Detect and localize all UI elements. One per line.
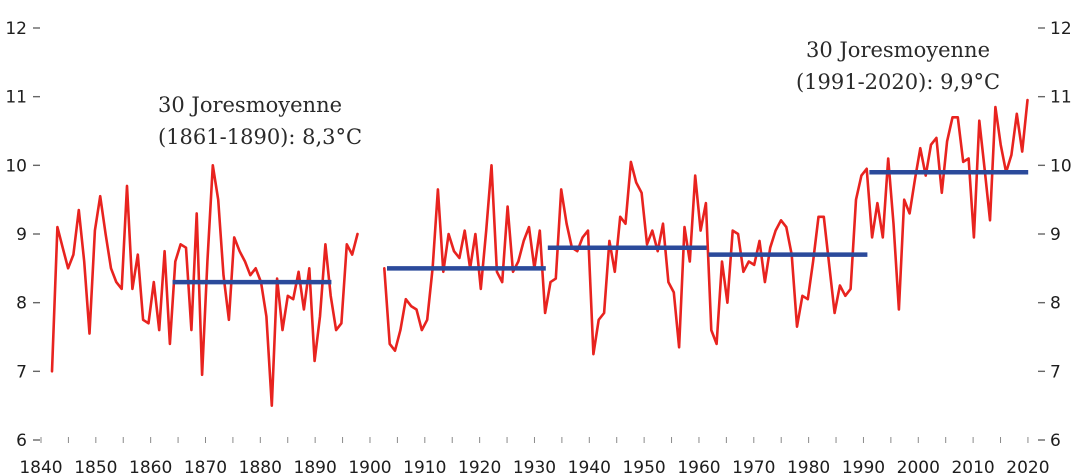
x-tick-label: 1870	[184, 458, 227, 476]
x-tick-label: 1910	[403, 458, 446, 476]
x-tick-label: 1900	[348, 458, 391, 476]
x-tick-label: 1930	[513, 458, 556, 476]
temperature-line-segment-2	[382, 98, 1029, 356]
averages-group	[172, 169, 1029, 285]
series-group	[50, 98, 1029, 408]
annotation-early-average-line-2: (1861-1890): 8,3°C	[158, 125, 362, 149]
annotation-recent-average-line-2: (1991-2020): 9,9°C	[796, 70, 1000, 94]
annotation-recent-average-line-1: 30 Joresmoyenne	[806, 38, 990, 62]
y-tick-label-left: 12	[5, 19, 27, 39]
y-tick-label-right: 12	[1050, 19, 1072, 39]
x-tick-label: 2020	[1006, 458, 1049, 476]
x-tick-label: 1920	[458, 458, 501, 476]
y-tick-label-left: 9	[16, 225, 27, 245]
x-tick-label: 1850	[74, 458, 117, 476]
y-tick-label-right: 7	[1050, 362, 1061, 382]
y-tick-label-right: 9	[1050, 225, 1061, 245]
y-tick-label-left: 7	[16, 362, 27, 382]
x-tick-label: 1970	[732, 458, 775, 476]
x-tick-label: 1980	[787, 458, 830, 476]
y-tick-label-right: 11	[1050, 88, 1072, 108]
y-tick-label-left: 10	[5, 156, 27, 176]
x-tick-label: 2010	[951, 458, 994, 476]
y-tick-label-right: 8	[1050, 294, 1061, 314]
annotation-early-average: 30 Joresmoyenne (1861-1890): 8,3°C	[158, 93, 362, 149]
x-tick-label: 1840	[19, 458, 62, 476]
annotation-recent-average: 30 Joresmoyenne (1991-2020): 9,9°C	[796, 38, 1000, 94]
x-tick-label: 1940	[568, 458, 611, 476]
x-tick-label: 1990	[842, 458, 885, 476]
x-tick-label: 1880	[239, 458, 282, 476]
x-tick-label: 1950	[622, 458, 665, 476]
y-tick-label-left: 11	[5, 88, 27, 108]
y-tick-label-right: 10	[1050, 156, 1072, 176]
x-tick-label: 1890	[294, 458, 337, 476]
x-tick-label: 1860	[129, 458, 172, 476]
x-tick-label: 2000	[897, 458, 940, 476]
x-tick-label: 1960	[677, 458, 720, 476]
temperature-line-segment-1	[50, 164, 359, 408]
y-tick-label-left: 8	[16, 294, 27, 314]
y-tick-label-right: 6	[1050, 431, 1061, 451]
axes-group: 12 12 11 11 10 10 9 9 8 8 7 7 6 6 1840 1850 1860 1870 1880…	[5, 19, 1071, 476]
annotation-early-average-line-1: 30 Joresmoyenne	[158, 93, 342, 117]
y-tick-label-left: 6	[16, 431, 27, 451]
